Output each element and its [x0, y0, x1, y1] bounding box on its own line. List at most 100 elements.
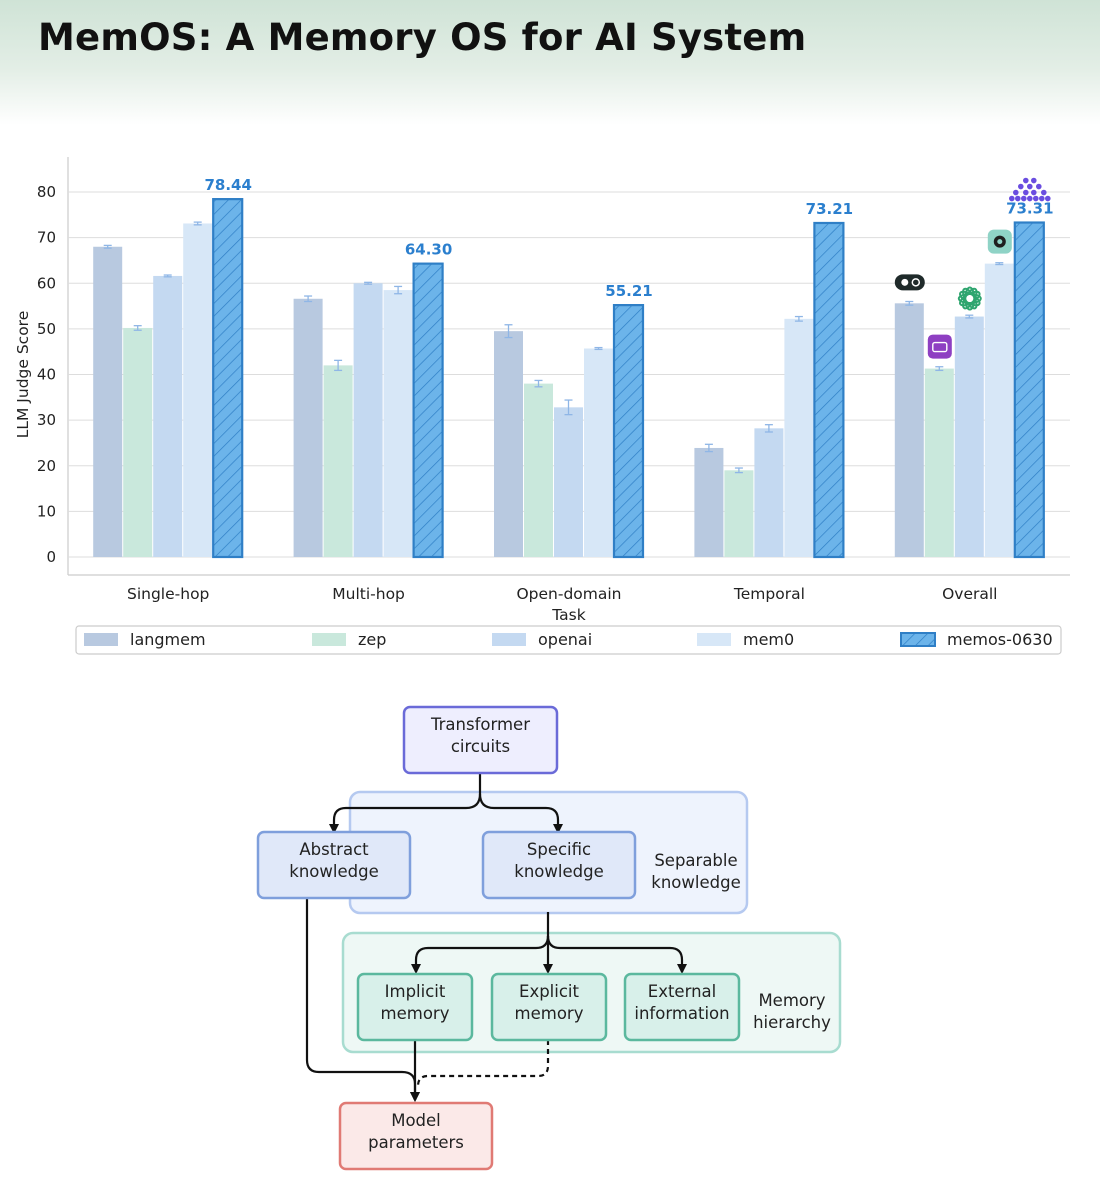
bar-zep-open-domain	[524, 383, 553, 557]
x-tick-label: Temporal	[733, 585, 805, 603]
error-bar	[193, 221, 202, 226]
error-bar	[534, 379, 543, 388]
node-label: circuits	[451, 737, 510, 756]
y-axis-title: LLM Judge Score	[14, 311, 32, 439]
error-bar	[133, 325, 142, 331]
y-tick-label: 80	[37, 183, 56, 201]
langmem-logo-icon	[894, 274, 925, 291]
legend-swatch-mem0	[697, 633, 731, 646]
y-tick-label: 10	[37, 502, 56, 520]
bar-chart: 0 10 20 30 40 50 60 70 80 LLM Judge Score 78.44 Sin…	[14, 157, 1070, 655]
value-label: 73.21	[806, 200, 853, 218]
legend-swatch-memos-0630	[900, 632, 936, 647]
x-axis-title: Task	[551, 606, 585, 624]
legend-label-langmem: langmem	[130, 630, 206, 649]
group-label-hierarchy: hierarchy	[753, 1013, 831, 1032]
y-tick-label: 40	[37, 366, 56, 384]
error-bar	[905, 300, 914, 306]
legend-label-mem0: mem0	[743, 630, 794, 649]
node-label: knowledge	[514, 862, 603, 881]
error-bar	[995, 262, 1004, 266]
error-bar	[163, 274, 172, 278]
diagram-connectors	[305, 772, 687, 1102]
node-label: Model	[391, 1111, 441, 1130]
memory-diagram: TransformercircuitsAbstractknowledgeSpec…	[256, 705, 842, 1171]
node-explicit: Explicit memory	[490, 972, 608, 1042]
bar-openai-multi-hop	[353, 283, 383, 557]
y-tick-label: 0	[46, 548, 56, 566]
x-tick-label: Single-hop	[127, 585, 209, 603]
y-tick-label: 60	[37, 274, 56, 292]
bar-langmem-open-domain	[494, 331, 523, 557]
error-bar	[935, 366, 944, 372]
header-band	[0, 0, 1100, 125]
legend-swatch-langmem	[84, 633, 118, 646]
node-label: memory	[381, 1004, 450, 1023]
node-specific: Specific knowledge	[481, 830, 637, 900]
error-bar	[334, 359, 343, 372]
bar-openai-open-domain	[554, 407, 583, 557]
y-tick-label: 20	[37, 457, 56, 475]
edge-transformer-specific	[478, 793, 563, 834]
bar-memos-0630-multi-hop	[412, 262, 444, 559]
node-label: Abstract	[299, 840, 369, 859]
bar-mem0-multi-hop	[383, 290, 413, 557]
node-label: information	[634, 1004, 729, 1023]
node-label: parameters	[368, 1133, 464, 1152]
bar-mem0-single-hop	[183, 223, 213, 557]
value-label: 55.21	[605, 282, 652, 300]
node-label: Explicit	[519, 982, 579, 1001]
bar-mem0-overall	[984, 263, 1014, 557]
value-label: 73.31	[1006, 200, 1053, 218]
error-bar	[734, 467, 743, 474]
bar-langmem-temporal	[694, 447, 724, 557]
error-bar	[364, 281, 373, 285]
error-bar	[394, 285, 403, 295]
node-label: knowledge	[289, 862, 378, 881]
x-tick-label: Open-domain	[516, 585, 621, 603]
error-bar	[564, 399, 573, 416]
error-bar	[965, 314, 974, 319]
edge-specific-external	[546, 935, 687, 974]
node-label: External	[648, 982, 716, 1001]
bar-langmem-multi-hop	[293, 298, 323, 557]
node-label: Implicit	[385, 982, 446, 1001]
bar-openai-temporal	[754, 428, 784, 557]
group-label-hierarchy: Memory	[758, 991, 825, 1010]
legend-label-zep: zep	[358, 630, 386, 649]
bar-zep-overall	[924, 368, 954, 557]
zep-logo-icon	[927, 334, 952, 359]
mem0-logo-icon	[987, 229, 1012, 254]
node-params: Model parameters	[338, 1101, 494, 1171]
bar-memos-0630-temporal	[813, 221, 845, 559]
legend-swatch-zep	[312, 633, 346, 646]
memos-logo-icon	[1009, 177, 1051, 202]
bar-memos-0630-open-domain	[612, 304, 645, 559]
bar-mem0-temporal	[784, 318, 814, 557]
y-tick-label: 70	[37, 229, 56, 247]
bar-zep-temporal	[724, 470, 754, 557]
bar-zep-single-hop	[123, 327, 153, 557]
error-bar	[504, 324, 513, 339]
openai-logo-icon	[957, 286, 982, 311]
legend-label-openai: openai	[538, 630, 592, 649]
error-bar	[594, 346, 603, 351]
bar-zep-multi-hop	[323, 365, 353, 557]
value-label: 64.30	[405, 241, 452, 259]
x-tick-label: Overall	[942, 585, 997, 603]
node-transformer: Transformer circuits	[402, 705, 559, 775]
node-implicit: Implicit memory	[356, 972, 474, 1042]
page-title: MemOS: A Memory OS for AI System	[38, 16, 807, 59]
edge-explicit-params	[416, 1040, 550, 1087]
error-bar	[304, 295, 313, 303]
y-tick-label: 50	[37, 320, 56, 338]
bar-mem0-open-domain	[584, 348, 613, 557]
bar-openai-overall	[954, 316, 984, 557]
bar-langmem-overall	[894, 303, 924, 557]
error-bar	[103, 244, 112, 249]
y-tick-label: 30	[37, 411, 56, 429]
value-label: 78.44	[204, 176, 251, 194]
bar-memos-0630-overall	[1013, 221, 1045, 559]
node-label: Specific	[527, 840, 591, 859]
bar-openai-single-hop	[153, 275, 183, 557]
